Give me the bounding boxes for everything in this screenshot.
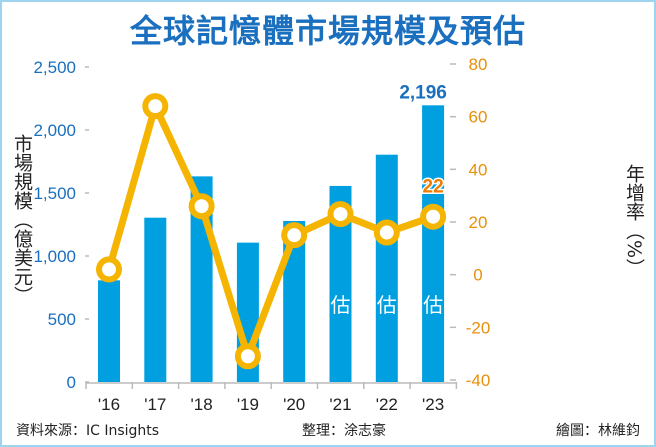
growth-point-18 <box>188 193 215 220</box>
bar-20 <box>283 220 306 382</box>
y-right-axis-label: 年增率（%） <box>623 164 645 278</box>
estimate-label: 估 <box>423 293 443 317</box>
x-tick-label: '23 <box>422 395 444 414</box>
y-right-tick-label: 20 <box>469 213 488 232</box>
y-right-tick-label: -40 <box>466 371 491 390</box>
x-tick-label: '19 <box>237 395 259 414</box>
y-left-tick-label: 500 <box>48 310 76 329</box>
line-data-label: 22 <box>423 177 444 198</box>
bar-23 <box>422 105 445 382</box>
bar-data-label: 2,196 <box>399 82 447 103</box>
x-tick-label: '20 <box>283 395 305 414</box>
y-right-tick-label: 80 <box>469 55 488 74</box>
bar-16 <box>98 280 120 382</box>
x-tick-label: '16 <box>98 395 120 414</box>
estimate-label: 估 <box>331 293 351 317</box>
bar-17 <box>144 217 167 382</box>
growth-point-21 <box>327 201 354 228</box>
y-right-tick-label: 0 <box>473 266 482 285</box>
x-tick-label: '22 <box>376 395 398 414</box>
editor-note: 整理：涂志豪 <box>302 423 386 439</box>
growth-point-22 <box>373 219 400 246</box>
y-left-tick-label: 2,500 <box>33 58 76 77</box>
y-left-tick-label: 1,500 <box>33 184 76 203</box>
growth-point-17 <box>142 93 169 120</box>
growth-point-19 <box>234 343 261 370</box>
y-left-tick-label: 1,000 <box>33 247 76 266</box>
y-left-tick-label: 2,000 <box>33 121 76 140</box>
y-left-tick-label: 0 <box>67 373 76 392</box>
illustrator-note: 繪圖：林維鈞 <box>556 423 640 439</box>
x-tick-label: '21 <box>329 395 351 414</box>
source-note: 資料來源：IC Insights <box>16 423 160 439</box>
y-right-tick-label: -20 <box>466 318 491 337</box>
estimate-label: 估 <box>377 293 397 317</box>
bar-21 <box>329 185 352 382</box>
growth-point-16 <box>96 256 122 283</box>
growth-point-20 <box>281 222 308 249</box>
chart-title: 全球記憶體市場規模及預估 <box>129 12 526 50</box>
y-right-tick-label: 40 <box>469 160 488 179</box>
x-tick-label: '17 <box>144 395 166 414</box>
y-left-axis-label: 市場規模（億美元） <box>11 134 33 305</box>
y-right-tick-label: 60 <box>469 108 488 127</box>
growth-point-23 <box>420 203 447 230</box>
x-tick-label: '18 <box>191 395 213 414</box>
bar-22 <box>375 154 398 382</box>
